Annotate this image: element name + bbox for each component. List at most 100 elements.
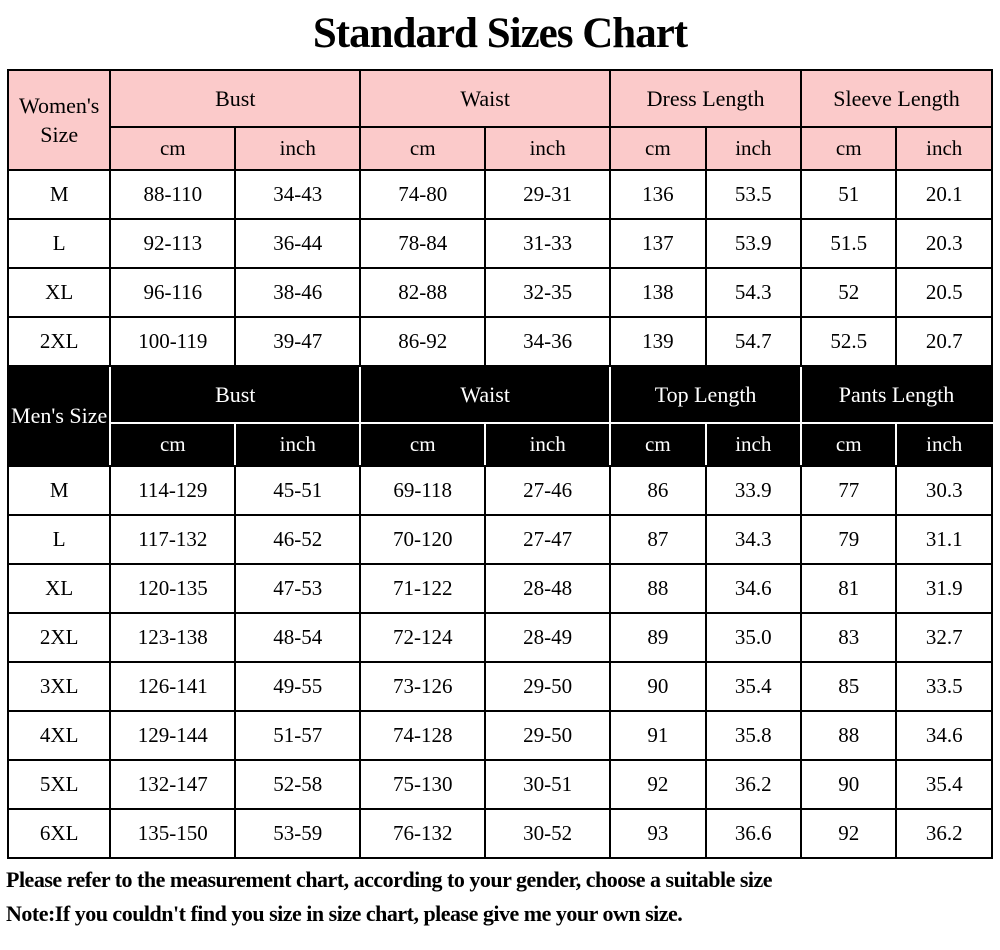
value-cell: 74-80: [359, 169, 487, 221]
unit-header: cm: [109, 422, 237, 468]
value-cell: 54.3: [704, 267, 803, 319]
size-table: Women's Size Bust Waist Dress Length Sle…: [6, 69, 993, 860]
unit-header: cm: [109, 126, 237, 172]
table-row: 5XL 132-147 52-58 75-130 30-51 92 36.2 90 35.4: [6, 759, 993, 811]
value-cell: 36.6: [704, 808, 803, 860]
value-cell: 100-119: [109, 316, 237, 368]
size-cell: 4XL: [6, 710, 112, 762]
value-cell: 28-48: [484, 563, 612, 615]
table-row: 2XL 123-138 48-54 72-124 28-49 89 35.0 83 32.7: [6, 612, 993, 664]
table-row: L 92-113 36-44 78-84 31-33 137 53.9 51.5 20.3: [6, 218, 993, 270]
men-group-row: Men's Size Bust Waist Top Length Pants L…: [6, 365, 993, 468]
value-cell: 92: [800, 808, 898, 860]
value-cell: 54.7: [704, 316, 803, 368]
value-cell: 96-116: [109, 267, 237, 319]
value-cell: 90: [609, 661, 707, 713]
value-cell: 52.5: [800, 316, 898, 368]
value-cell: 75-130: [359, 759, 487, 811]
value-cell: 72-124: [359, 612, 487, 664]
value-cell: 53.9: [704, 218, 803, 270]
value-cell: 29-31: [484, 169, 612, 221]
value-cell: 90: [800, 759, 898, 811]
value-cell: 51.5: [800, 218, 898, 270]
value-cell: 49-55: [234, 661, 362, 713]
value-cell: 20.5: [895, 267, 993, 319]
men-column-group-waist: Waist: [359, 365, 612, 425]
unit-header: cm: [359, 422, 487, 468]
value-cell: 79: [800, 514, 898, 566]
size-cell: 3XL: [6, 661, 112, 713]
value-cell: 20.3: [895, 218, 993, 270]
value-cell: 20.7: [895, 316, 993, 368]
value-cell: 82-88: [359, 267, 487, 319]
value-cell: 123-138: [109, 612, 237, 664]
table-row: 6XL 135-150 53-59 76-132 30-52 93 36.6 92 36.2: [6, 808, 993, 860]
value-cell: 83: [800, 612, 898, 664]
value-cell: 29-50: [484, 661, 612, 713]
value-cell: 53-59: [234, 808, 362, 860]
size-cell: L: [6, 218, 112, 270]
value-cell: 32.7: [895, 612, 993, 664]
women-column-group-bust: Bust: [109, 69, 362, 129]
value-cell: 31.9: [895, 563, 993, 615]
value-cell: 76-132: [359, 808, 487, 860]
value-cell: 31.1: [895, 514, 993, 566]
size-cell: 5XL: [6, 759, 112, 811]
size-cell: 2XL: [6, 316, 112, 368]
women-unit-row: cm inch cm inch cm inch cm inch: [8, 126, 993, 172]
table-row: M 88-110 34-43 74-80 29-31 136 53.5 51 20.1: [6, 169, 993, 221]
value-cell: 92-113: [109, 218, 237, 270]
value-cell: 120-135: [109, 563, 237, 615]
value-cell: 69-118: [359, 465, 487, 517]
value-cell: 30-52: [484, 808, 612, 860]
value-cell: 36.2: [704, 759, 803, 811]
value-cell: 34-36: [484, 316, 612, 368]
value-cell: 88: [609, 563, 707, 615]
value-cell: 33.5: [895, 661, 993, 713]
value-cell: 34-43: [234, 169, 362, 221]
value-cell: 91: [609, 710, 707, 762]
men-column-group-pants-length: Pants Length: [800, 365, 993, 425]
men-column-group-top-length: Top Length: [609, 365, 803, 425]
value-cell: 38-46: [234, 267, 362, 319]
men-header-section: Men's Size Bust Waist Top Length Pants L…: [6, 365, 993, 468]
value-cell: 126-141: [109, 661, 237, 713]
value-cell: 86-92: [359, 316, 487, 368]
size-cell: L: [6, 514, 112, 566]
value-cell: 53.5: [704, 169, 803, 221]
value-cell: 36-44: [234, 218, 362, 270]
unit-header: inch: [895, 126, 993, 172]
value-cell: 70-120: [359, 514, 487, 566]
table-row: XL 120-135 47-53 71-122 28-48 88 34.6 81 31.9: [6, 563, 993, 615]
unit-header: cm: [359, 126, 487, 172]
table-row: XL 96-116 38-46 82-88 32-35 138 54.3 52 20.5: [6, 267, 993, 319]
unit-header: inch: [484, 422, 612, 468]
table-row: 4XL 129-144 51-57 74-128 29-50 91 35.8 88 34.6: [6, 710, 993, 762]
unit-header: inch: [234, 126, 362, 172]
value-cell: 52-58: [234, 759, 362, 811]
value-cell: 34.3: [704, 514, 803, 566]
unit-header: inch: [484, 126, 612, 172]
value-cell: 34.6: [895, 710, 993, 762]
unit-header: cm: [800, 422, 898, 468]
value-cell: 31-33: [484, 218, 612, 270]
value-cell: 138: [609, 267, 707, 319]
value-cell: 81: [800, 563, 898, 615]
value-cell: 35.4: [704, 661, 803, 713]
women-column-group-sleeve-length: Sleeve Length: [800, 69, 993, 129]
value-cell: 47-53: [234, 563, 362, 615]
footer-line-1: Please refer to the measurement chart, a…: [6, 867, 773, 893]
unit-header: cm: [800, 126, 898, 172]
value-cell: 28-49: [484, 612, 612, 664]
size-cell: XL: [6, 563, 112, 615]
value-cell: 30.3: [895, 465, 993, 517]
value-cell: 51-57: [234, 710, 362, 762]
value-cell: 39-47: [234, 316, 362, 368]
value-cell: 73-126: [359, 661, 487, 713]
value-cell: 85: [800, 661, 898, 713]
value-cell: 27-47: [484, 514, 612, 566]
value-cell: 132-147: [109, 759, 237, 811]
value-cell: 89: [609, 612, 707, 664]
women-column-group-dress-length: Dress Length: [609, 69, 803, 129]
unit-header: inch: [234, 422, 362, 468]
